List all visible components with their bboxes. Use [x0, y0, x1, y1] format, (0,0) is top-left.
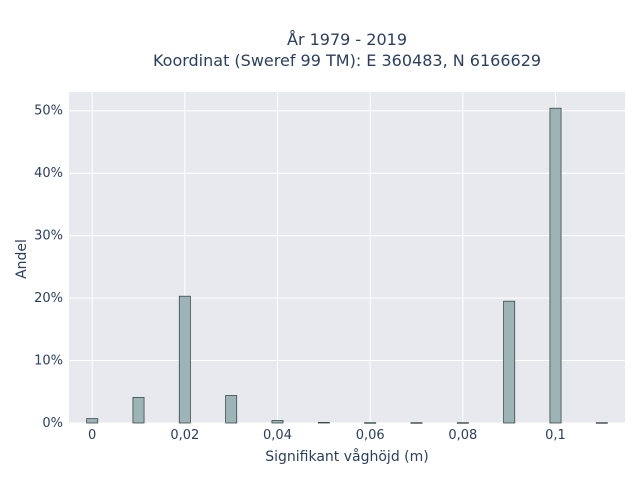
histogram-bar	[410, 422, 423, 424]
histogram-bar	[178, 295, 191, 424]
histogram-bar	[271, 420, 284, 424]
x-tick-label: 0,08	[448, 428, 477, 443]
histogram-bar	[549, 107, 562, 424]
y-tick-label: 10%	[34, 354, 63, 369]
histogram-bar	[456, 422, 469, 424]
y-axis-ticks: 0% 10% 20% 30% 40% 50%	[34, 104, 63, 431]
chart-title-line-2: Koordinat (Sweref 99 TM): E 360483, N 61…	[153, 51, 541, 70]
x-tick-label: 0,04	[263, 428, 292, 443]
x-tick-label: 0	[88, 428, 96, 443]
chart-title-line-1: År 1979 - 2019	[287, 30, 407, 49]
y-axis-label: Andel	[14, 239, 30, 279]
histogram-bar	[595, 422, 608, 424]
x-tick-label: 0,06	[356, 428, 385, 443]
x-tick-label: 0,1	[545, 428, 566, 443]
x-tick-label: 0,02	[170, 428, 199, 443]
histogram-bar	[132, 396, 145, 424]
plot-area	[69, 92, 625, 423]
x-axis-label: Signifikant våghöjd (m)	[265, 448, 428, 465]
y-tick-label: 0%	[42, 416, 63, 431]
y-tick-label: 30%	[34, 229, 63, 244]
histogram-bar	[503, 300, 516, 424]
histogram-bar	[225, 395, 238, 424]
y-tick-label: 50%	[34, 104, 63, 119]
bars	[86, 107, 608, 424]
histogram-bar	[317, 421, 330, 424]
x-axis-ticks: 0 0,02 0,04 0,06 0,08 0,1	[88, 428, 566, 443]
y-tick-label: 20%	[34, 291, 63, 306]
histogram-bar	[364, 422, 377, 424]
histogram-bar	[86, 418, 99, 424]
y-tick-label: 40%	[34, 166, 63, 181]
